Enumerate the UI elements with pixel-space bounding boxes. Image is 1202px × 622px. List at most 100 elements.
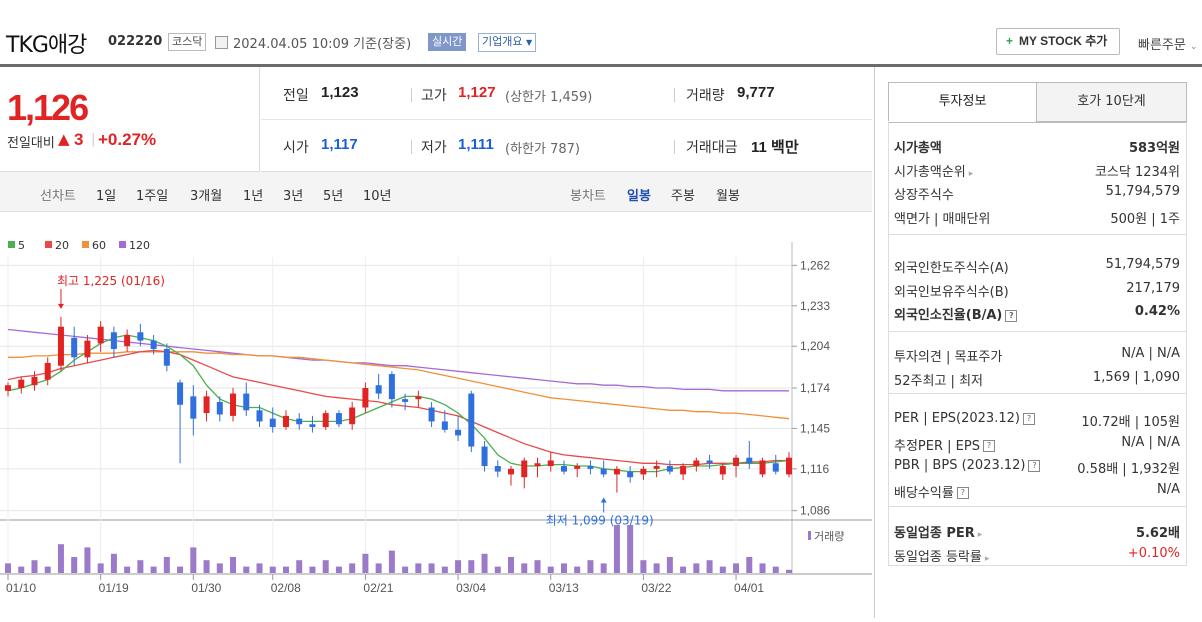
volume-bar [177, 566, 184, 573]
stock-chart[interactable]: 5 20 60 120 1,262 1,233 1,204 1,174 1,145 1,116 1,… [0, 212, 872, 618]
info-divider [888, 393, 1187, 394]
volume-bar [375, 563, 382, 573]
candle-weekly[interactable]: 주봉 [671, 189, 695, 204]
volume-value: 9,777 [737, 84, 775, 101]
candle-body [71, 337, 78, 358]
tab-order-book[interactable]: 호가 10단계 [1036, 82, 1187, 122]
info-value: 5.62배 [1135, 526, 1180, 541]
period-3m[interactable]: 3개월 [190, 189, 223, 204]
volume-bar [362, 553, 369, 573]
info-label[interactable]: 시가총액순위 ▸ [894, 161, 973, 180]
candle-body [759, 460, 766, 475]
help-icon[interactable]: ? [956, 487, 969, 499]
volume-bar [269, 566, 276, 573]
help-icon[interactable]: ? [1022, 412, 1035, 425]
company-overview-dropdown[interactable]: 기업개요 ▼ [478, 33, 537, 52]
chevron-down-icon: ⌄ [1189, 42, 1198, 52]
legend-swatch [119, 241, 126, 248]
period-5y[interactable]: 5년 [323, 189, 344, 204]
candle-body [97, 326, 104, 344]
legend-swatch [45, 241, 52, 248]
candle-body [203, 396, 210, 414]
x-tick-label: 02/08 [271, 581, 301, 595]
chevron-right-icon: ▸ [977, 530, 983, 540]
caret-down-icon: ▼ [525, 38, 533, 47]
volume-bar [203, 560, 210, 573]
volume-bar [560, 563, 567, 573]
volume-bar [44, 566, 51, 573]
info-label: 액면가 | 매매단위 [894, 208, 990, 227]
plus-icon: + [1006, 34, 1014, 48]
volume-bar [150, 566, 157, 573]
info-divider [888, 331, 1187, 332]
add-my-stock-label: MY STOCK 추가 [1019, 34, 1108, 48]
y-tick-label: 1,086 [800, 504, 830, 518]
candle-body [150, 340, 157, 349]
info-label-text: 배당수익률 [894, 485, 954, 501]
y-tick-label: 1,174 [800, 381, 830, 395]
period-3y[interactable]: 3년 [283, 189, 304, 204]
volume-label: 거래량 [814, 530, 844, 543]
volume-bar [786, 569, 792, 573]
volume-bar [428, 563, 435, 573]
help-icon[interactable]: ? [982, 440, 995, 452]
volume-bar [772, 566, 779, 573]
legend-swatch [82, 241, 89, 248]
period-10y[interactable]: 10년 [363, 189, 392, 204]
candle-body [415, 396, 422, 400]
realtime-button[interactable]: 실시간 [428, 33, 467, 51]
info-label[interactable]: 동일업종 PER ▸ [894, 522, 982, 541]
info-label: 배당수익률? [894, 482, 969, 501]
candle-body [110, 332, 117, 349]
candle-body [574, 466, 581, 469]
volume-bar [349, 563, 356, 573]
volume-bar [481, 553, 488, 573]
volume-bar [587, 560, 594, 573]
candle-daily[interactable]: 일봉 [627, 189, 651, 204]
volume-bar [415, 563, 422, 573]
help-icon[interactable]: ? [1028, 459, 1041, 472]
volume-bar [455, 560, 462, 573]
period-1w[interactable]: 1주일 [136, 189, 169, 204]
volume-bar [230, 557, 237, 573]
volume-bar [243, 566, 250, 573]
candle-body [560, 466, 567, 472]
info-label[interactable]: 동일업종 등락률 ▸ [894, 546, 989, 565]
period-toolbar: 선차트 1일 1주일 3개월 1년 3년 5년 10년 봉차트 일봉 주봉 월봉 [0, 172, 872, 212]
open-value: 1,117 [321, 136, 358, 153]
info-label-text: 52주최고 | 최저 [894, 373, 983, 389]
quick-order-button[interactable]: 빠른주문 ⌄ [1138, 34, 1198, 53]
candle-body [627, 471, 634, 478]
help-icon[interactable]: ? [1005, 309, 1018, 322]
add-my-stock-button[interactable]: + MY STOCK 추가 [996, 28, 1120, 55]
quote-timestamp: 2024.04.05 10:09 기준(장중) [233, 37, 412, 52]
volume-bar [5, 563, 11, 573]
candle-body [216, 401, 223, 415]
stats-divider [261, 119, 872, 120]
info-value: 0.42% [1134, 304, 1180, 319]
candle-body [772, 463, 779, 472]
candle-body [640, 468, 647, 475]
candle-body [124, 335, 131, 347]
x-tick-label: 03/04 [456, 581, 486, 595]
candle-body [494, 466, 501, 472]
ma60-line [8, 351, 790, 420]
x-tick-label: 01/19 [99, 581, 129, 595]
chart-canvas[interactable]: 5 20 60 120 1,262 1,233 1,204 1,174 1,145 1,116 1,… [0, 212, 872, 618]
volume-bar [600, 563, 607, 573]
tab-investment-info[interactable]: 투자정보 [888, 82, 1037, 122]
volume-bar [759, 563, 766, 573]
period-1y[interactable]: 1년 [243, 189, 264, 204]
candle-body [335, 413, 342, 425]
candle-body [455, 429, 462, 436]
volume-bar [534, 560, 541, 573]
stat-divider [411, 140, 412, 154]
tab-active-gap [888, 121, 1036, 122]
info-label-text: 투자의견 | 목표주가 [894, 350, 1003, 365]
change-label: 전일대비 [7, 136, 55, 151]
amount-value: 11 백만 [751, 139, 799, 156]
volume-bar [388, 550, 395, 573]
candle-monthly[interactable]: 월봉 [716, 189, 740, 204]
period-1d[interactable]: 1일 [96, 189, 117, 204]
change-value: 3 [74, 130, 84, 149]
